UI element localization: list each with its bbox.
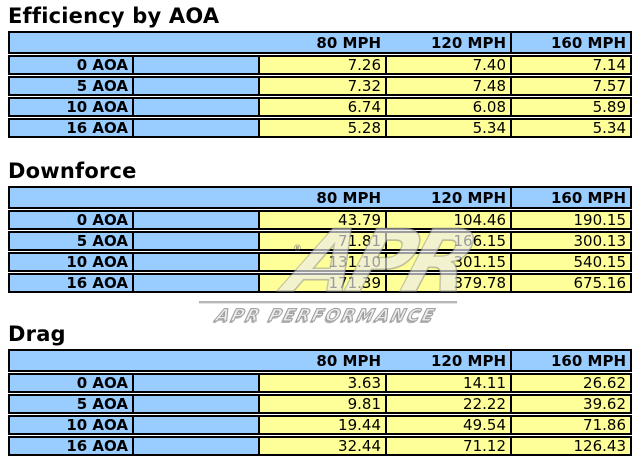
efficiency-table: 80 MPH 120 MPH 160 MPH 0 AOA 7.26 7.40 7…	[8, 31, 632, 138]
header-blank-cell	[132, 33, 258, 52]
table-header-row: 80 MPH 120 MPH 160 MPH	[8, 31, 632, 54]
blank-cell	[132, 57, 258, 73]
value-cell-160mph: 540.15	[510, 254, 630, 270]
value-cell-160mph: 126.43	[510, 438, 630, 454]
table-row: 5 AOA 9.81 22.22 39.62	[8, 394, 632, 414]
header-cell-160mph: 160 MPH	[510, 33, 630, 52]
blank-cell	[132, 254, 258, 270]
header-blank-cell	[132, 188, 258, 207]
header-cell-120mph: 120 MPH	[430, 188, 506, 207]
header-cell-120mph: 120 MPH	[430, 33, 506, 52]
row-label-cell: 10 AOA	[10, 254, 132, 270]
value-cell-80mph: 7.32	[258, 78, 385, 94]
value-cell-120mph: 49.54	[385, 417, 510, 433]
table-title-downforce: Downforce	[8, 159, 137, 183]
header-blank-cell	[10, 33, 132, 52]
value-cell-120mph: 7.40	[385, 57, 510, 73]
row-label-cell: 0 AOA	[10, 375, 132, 391]
table-row: 16 AOA 32.44 71.12 126.43	[8, 436, 632, 456]
value-cell-120mph: 5.34	[385, 120, 510, 136]
table-row: 10 AOA 6.74 6.08 5.89	[8, 97, 632, 117]
value-cell-80mph: 9.81	[258, 396, 385, 412]
value-cell-80mph: 3.63	[258, 375, 385, 391]
value-cell-120mph: 22.22	[385, 396, 510, 412]
blank-cell	[132, 78, 258, 94]
blank-cell	[132, 99, 258, 115]
header-cell-120mph: 120 MPH	[430, 351, 506, 370]
table-row: 5 AOA 71.81 166.15 300.13	[8, 231, 632, 251]
value-cell-120mph: 379.78	[385, 275, 510, 291]
blank-cell	[132, 233, 258, 249]
header-blank-cell	[10, 351, 132, 370]
table-row: 16 AOA 5.28 5.34 5.34	[8, 118, 632, 138]
blank-cell	[132, 396, 258, 412]
header-blank-cell	[10, 188, 132, 207]
blank-cell	[132, 212, 258, 228]
value-cell-160mph: 5.34	[510, 120, 630, 136]
value-cell-80mph: 6.74	[258, 99, 385, 115]
blank-cell	[132, 417, 258, 433]
table-title-drag: Drag	[8, 322, 66, 346]
drag-table: 80 MPH 120 MPH 160 MPH 0 AOA 3.63 14.11 …	[8, 349, 632, 456]
value-cell-80mph: 5.28	[258, 120, 385, 136]
value-cell-160mph: 300.13	[510, 233, 630, 249]
value-cell-120mph: 301.15	[385, 254, 510, 270]
table-row: 16 AOA 171.39 379.78 675.16	[8, 273, 632, 293]
row-label-cell: 10 AOA	[10, 99, 132, 115]
blank-cell	[132, 375, 258, 391]
value-cell-160mph: 26.62	[510, 375, 630, 391]
row-label-cell: 0 AOA	[10, 57, 132, 73]
row-label-cell: 5 AOA	[10, 396, 132, 412]
table-row: 10 AOA 19.44 49.54 71.86	[8, 415, 632, 435]
value-cell-80mph: 19.44	[258, 417, 385, 433]
row-label-cell: 5 AOA	[10, 233, 132, 249]
value-cell-120mph: 7.48	[385, 78, 510, 94]
row-label-cell: 16 AOA	[10, 120, 132, 136]
value-cell-160mph: 5.89	[510, 99, 630, 115]
value-cell-120mph: 14.11	[385, 375, 510, 391]
value-cell-80mph: 171.39	[258, 275, 385, 291]
blank-cell	[132, 120, 258, 136]
table-header-row: 80 MPH 120 MPH 160 MPH	[8, 349, 632, 372]
value-cell-160mph: 71.86	[510, 417, 630, 433]
value-cell-80mph: 131.10	[258, 254, 385, 270]
value-cell-120mph: 71.12	[385, 438, 510, 454]
value-cell-120mph: 166.15	[385, 233, 510, 249]
table-row: 0 AOA 3.63 14.11 26.62	[8, 373, 632, 393]
table-title-efficiency: Efficiency by AOA	[8, 4, 220, 28]
value-cell-80mph: 71.81	[258, 233, 385, 249]
row-label-cell: 16 AOA	[10, 438, 132, 454]
table-row: 10 AOA 131.10 301.15 540.15	[8, 252, 632, 272]
header-cell-160mph: 160 MPH	[510, 188, 630, 207]
content-area: Efficiency by AOA 80 MPH 120 MPH 160 MPH…	[8, 5, 632, 456]
value-cell-80mph: 43.79	[258, 212, 385, 228]
value-cell-160mph: 39.62	[510, 396, 630, 412]
value-cell-160mph: 7.57	[510, 78, 630, 94]
header-blank-cell	[132, 351, 258, 370]
value-cell-160mph: 675.16	[510, 275, 630, 291]
value-cell-80mph: 7.26	[258, 57, 385, 73]
row-label-cell: 5 AOA	[10, 78, 132, 94]
blank-cell	[132, 438, 258, 454]
downforce-table: 80 MPH 120 MPH 160 MPH 0 AOA 43.79 104.4…	[8, 186, 632, 293]
table-row: 0 AOA 7.26 7.40 7.14	[8, 55, 632, 75]
row-label-cell: 0 AOA	[10, 212, 132, 228]
value-cell-160mph: 7.14	[510, 57, 630, 73]
header-cell-80mph: 80 MPH	[316, 188, 381, 207]
table-row: 5 AOA 7.32 7.48 7.57	[8, 76, 632, 96]
header-cell-160mph: 160 MPH	[510, 351, 630, 370]
value-cell-120mph: 6.08	[385, 99, 510, 115]
header-cell-80mph: 80 MPH	[316, 351, 381, 370]
value-cell-160mph: 190.15	[510, 212, 630, 228]
value-cell-80mph: 32.44	[258, 438, 385, 454]
value-cell-120mph: 104.46	[385, 212, 510, 228]
row-label-cell: 16 AOA	[10, 275, 132, 291]
header-cell-80mph: 80 MPH	[316, 33, 381, 52]
blank-cell	[132, 275, 258, 291]
table-row: 0 AOA 43.79 104.46 190.15	[8, 210, 632, 230]
row-label-cell: 10 AOA	[10, 417, 132, 433]
table-header-row: 80 MPH 120 MPH 160 MPH	[8, 186, 632, 209]
